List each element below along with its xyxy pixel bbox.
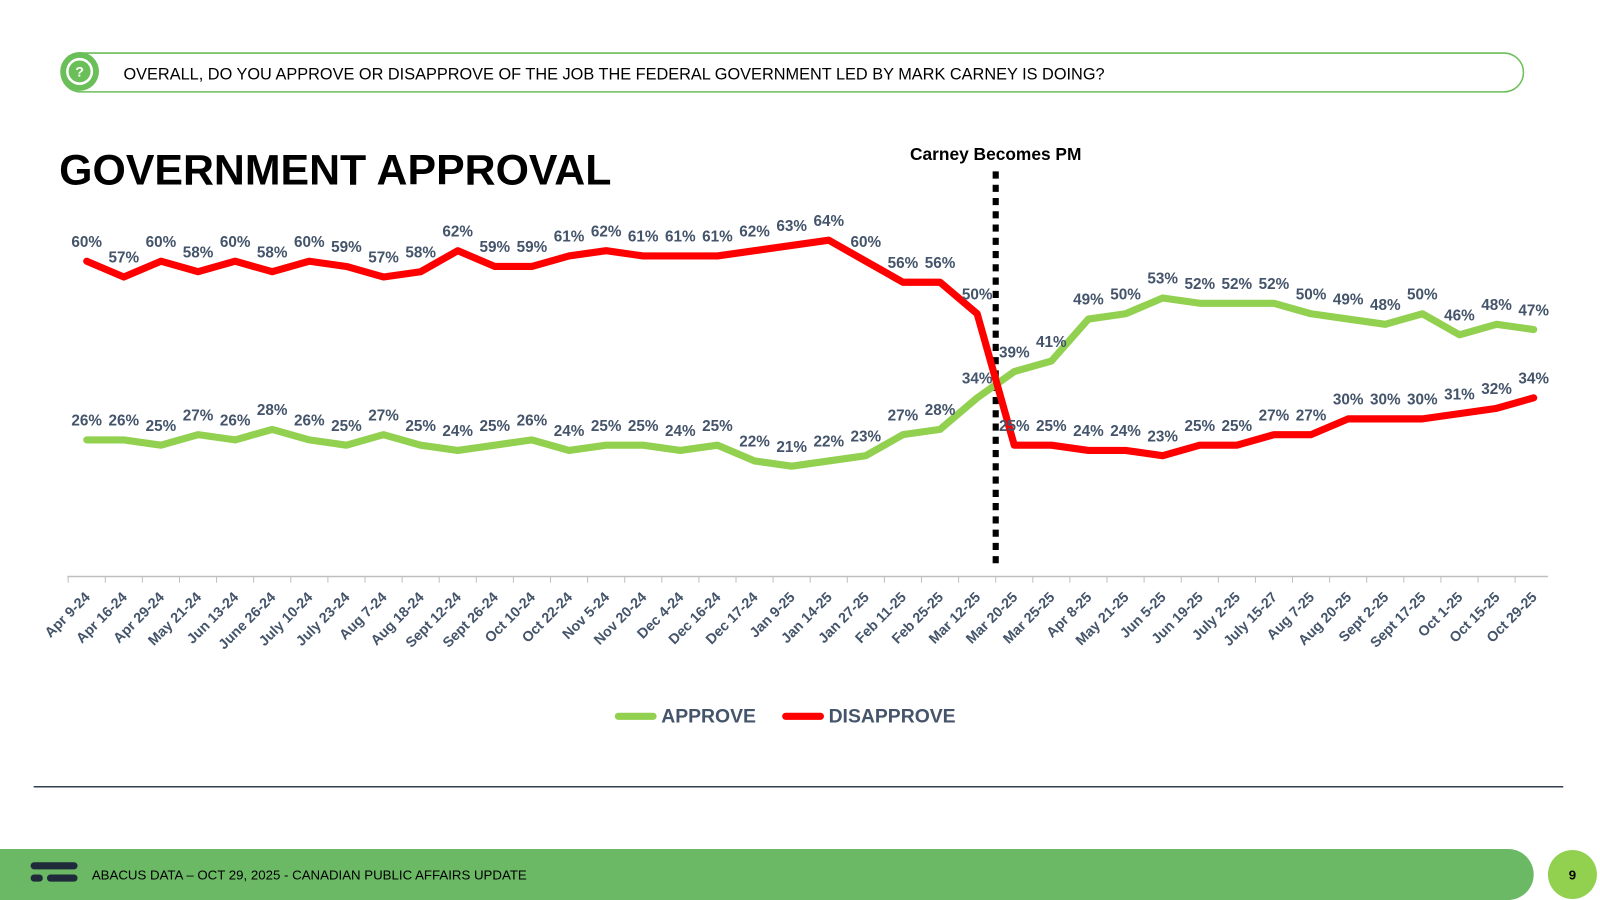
value-label: 22% — [813, 434, 844, 451]
value-label: 62% — [591, 223, 622, 240]
value-label: 58% — [405, 244, 436, 261]
value-label: 59% — [331, 239, 362, 256]
value-label: 24% — [665, 423, 696, 440]
value-label: 25% — [999, 418, 1030, 435]
value-label: 61% — [702, 229, 733, 246]
value-label: 21% — [776, 439, 807, 456]
value-label: 49% — [1333, 292, 1364, 309]
value-label: 24% — [554, 423, 585, 440]
value-label: 25% — [405, 418, 436, 435]
value-label: 25% — [702, 418, 733, 435]
value-label: 46% — [1444, 308, 1475, 325]
value-label: 27% — [183, 407, 214, 424]
value-label: 24% — [1073, 423, 1104, 440]
value-label: 48% — [1370, 297, 1401, 314]
value-label: 50% — [962, 286, 993, 303]
value-label: 25% — [1184, 418, 1215, 435]
value-label: 58% — [257, 244, 288, 261]
value-label: 26% — [109, 413, 140, 430]
value-label: 30% — [1370, 392, 1401, 409]
legend-label: APPROVE — [661, 705, 756, 727]
value-label: 23% — [851, 428, 882, 445]
value-label: 41% — [1036, 334, 1067, 351]
value-label: 56% — [925, 255, 956, 272]
value-label: 27% — [368, 407, 399, 424]
value-label: 28% — [257, 402, 288, 419]
value-label: 50% — [1110, 286, 1141, 303]
value-label: 62% — [442, 223, 473, 240]
value-label: 27% — [1259, 407, 1290, 424]
value-label: 34% — [962, 371, 993, 388]
value-label: 32% — [1481, 381, 1512, 398]
value-label: 25% — [628, 418, 659, 435]
value-label: 27% — [888, 407, 919, 424]
value-label: 56% — [888, 255, 919, 272]
value-label: 47% — [1518, 302, 1549, 319]
logo — [30, 862, 78, 882]
value-label: 59% — [480, 239, 511, 256]
value-label: 25% — [1036, 418, 1067, 435]
value-label: 61% — [665, 229, 696, 246]
series-line — [83, 236, 1538, 460]
value-label: 64% — [813, 213, 844, 230]
value-label: 50% — [1407, 286, 1438, 303]
series-line — [83, 294, 1538, 470]
value-label: 52% — [1259, 276, 1290, 293]
value-label: 25% — [591, 418, 622, 435]
value-label: 61% — [628, 229, 659, 246]
page-badge — [1547, 850, 1597, 899]
value-label: 60% — [294, 234, 325, 251]
value-label: 34% — [1518, 371, 1549, 388]
value-label: 63% — [776, 218, 807, 235]
value-label: 25% — [331, 418, 362, 435]
value-label: 39% — [999, 344, 1030, 361]
value-label: 25% — [146, 418, 177, 435]
value-label: 28% — [925, 402, 956, 419]
footer-text: ABACUS DATA – OCT 29, 2025 - CANADIAN PU… — [92, 868, 527, 883]
value-label: 52% — [1222, 276, 1253, 293]
chart-title: GOVERNMENT APPROVAL — [59, 147, 611, 195]
value-label: 26% — [71, 413, 102, 430]
value-label: 25% — [480, 418, 511, 435]
value-label: 49% — [1073, 292, 1104, 309]
value-label: 60% — [71, 234, 102, 251]
value-label: 24% — [1110, 423, 1141, 440]
value-label: 26% — [517, 413, 548, 430]
value-label: 48% — [1481, 297, 1512, 314]
page-number: 9 — [1569, 868, 1576, 883]
value-label: 27% — [1296, 407, 1327, 424]
value-label: 53% — [1147, 271, 1178, 288]
value-label: 24% — [442, 423, 473, 440]
legend: APPROVE DISAPPROVE — [614, 705, 956, 727]
question: OVERALL, DO YOU APPROVE OR DISAPPROVE OF… — [123, 66, 1104, 84]
annotation: Carney Becomes PM — [910, 144, 1081, 164]
value-label: 60% — [146, 234, 177, 251]
value-label: 50% — [1296, 286, 1327, 303]
value-label: 57% — [109, 250, 140, 267]
value-label: 31% — [1444, 386, 1475, 403]
value-label: 61% — [554, 229, 585, 246]
value-label: 62% — [739, 223, 770, 240]
legend-label: DISAPPROVE — [829, 705, 956, 727]
value-label: 60% — [220, 234, 251, 251]
value-label: 58% — [183, 244, 214, 261]
value-label: 52% — [1184, 276, 1215, 293]
value-label: 26% — [294, 413, 325, 430]
question-icon-ring — [66, 57, 94, 85]
question-icon — [60, 52, 99, 91]
footer-band — [0, 848, 1534, 900]
value-label: 60% — [851, 234, 882, 251]
value-label: 30% — [1407, 392, 1438, 409]
value-label: 57% — [368, 250, 399, 267]
value-label: 59% — [517, 239, 548, 256]
value-label: 26% — [220, 413, 251, 430]
value-label: 25% — [1222, 418, 1253, 435]
value-label: 23% — [1147, 428, 1178, 445]
value-label: 30% — [1333, 392, 1364, 409]
value-label: 22% — [739, 434, 770, 451]
question-icon-mark: ? — [75, 65, 84, 81]
